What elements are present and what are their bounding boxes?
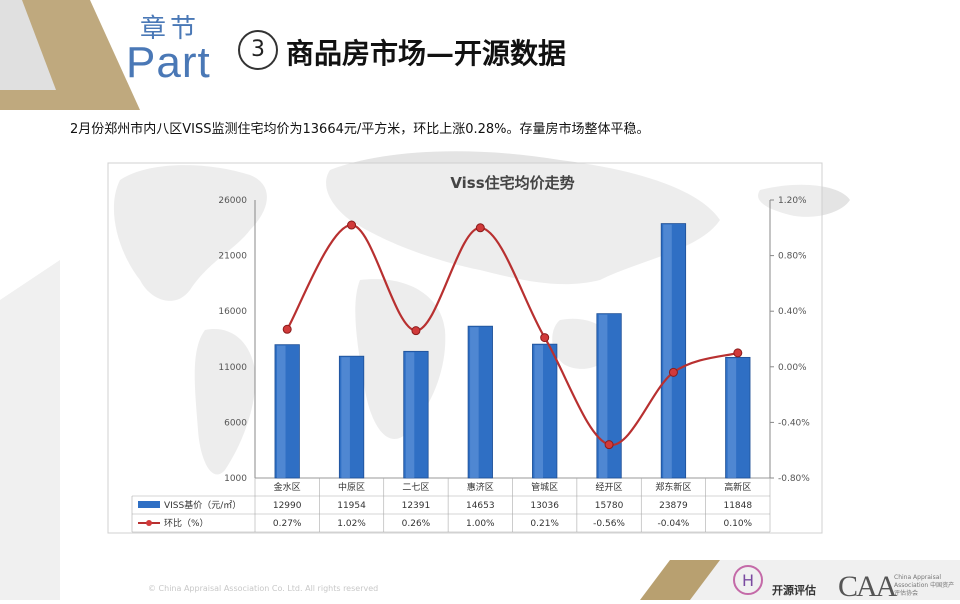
bar-data-label: 14653 — [466, 501, 495, 511]
y-left-tick-label: 26000 — [218, 196, 247, 206]
section-number-badge: 3 — [238, 30, 278, 70]
legend-line-label: 环比（%） — [164, 517, 209, 529]
kaiyuan-logo-icon: H — [733, 565, 763, 595]
y-right-tick-label: -0.40% — [778, 418, 810, 428]
line-point — [347, 220, 357, 230]
line-point — [604, 440, 614, 450]
y-right-tick-label: 0.80% — [778, 252, 807, 262]
line-point — [411, 326, 421, 336]
bar-data-label: 11848 — [723, 501, 752, 511]
x-tick-label: 经开区 — [596, 481, 623, 493]
kaiyuan-logo-text: 开源评估 — [772, 584, 816, 597]
bar-data-label: 12990 — [273, 501, 302, 511]
y-right-tick-label: 1.20% — [778, 196, 807, 206]
legend-bar-swatch — [138, 501, 160, 508]
bar-data-label: 13036 — [530, 501, 559, 511]
bar-highlight — [727, 358, 737, 478]
line-point — [733, 348, 743, 358]
svg-text:H: H — [742, 571, 754, 590]
line-point — [668, 367, 678, 377]
copyright-text: © China Appraisal Association Co. Ltd. A… — [148, 584, 379, 593]
x-tick-label: 高新区 — [724, 481, 751, 493]
line-data-label: 0.27% — [273, 519, 302, 529]
section-title: 商品房市场—开源数据 — [286, 37, 567, 70]
y-right-tick-label: 0.00% — [778, 363, 807, 373]
line-data-label: 0.10% — [724, 519, 753, 529]
bar-highlight — [276, 345, 286, 478]
bar-data-label: 23879 — [659, 501, 688, 511]
x-tick-label: 惠济区 — [467, 481, 494, 493]
line-point — [475, 223, 485, 233]
line-series-path — [286, 223, 739, 446]
line-data-label: -0.04% — [658, 519, 690, 529]
bar-highlight — [534, 345, 544, 478]
x-tick-label: 二七区 — [402, 482, 429, 493]
line-point — [282, 324, 292, 334]
chart-title: Viss住宅均价走势 — [450, 174, 574, 192]
bar-highlight — [470, 327, 479, 478]
line-data-label: -0.56% — [593, 519, 625, 529]
y-left-tick-label: 21000 — [218, 252, 247, 262]
bar-data-label: 15780 — [595, 501, 624, 511]
legend-line-marker — [146, 520, 152, 526]
bar-data-label: 11954 — [337, 501, 366, 511]
bar-highlight — [598, 314, 608, 478]
y-left-tick-label: 11000 — [218, 363, 247, 373]
header-decoration — [0, 0, 140, 110]
y-left-tick-label: 16000 — [218, 307, 247, 317]
x-tick-label: 金水区 — [274, 481, 301, 493]
bar-highlight — [405, 352, 415, 478]
y-left-tick-label: 6000 — [224, 418, 247, 428]
x-tick-label: 郑东新区 — [655, 481, 691, 493]
chapter-part-label: Part — [126, 38, 211, 87]
chart-frame — [107, 162, 823, 534]
line-data-label: 0.26% — [402, 519, 431, 529]
y-left-tick-label: 1000 — [224, 474, 247, 484]
line-data-label: 1.00% — [466, 519, 495, 529]
x-tick-label: 中原区 — [338, 481, 365, 493]
y-right-tick-label: 0.40% — [778, 307, 807, 317]
line-point — [540, 333, 550, 343]
bar-data-label: 12391 — [402, 501, 431, 511]
caa-logo-subtitle: China Appraisal Association 中国资产评估协会 — [894, 574, 955, 597]
line-data-label: 1.02% — [337, 519, 366, 529]
legend-bar-label: VISS基价（元/㎡） — [164, 499, 241, 511]
bar-highlight — [341, 357, 350, 478]
summary-text: 2月份郑州市内八区VISS监测住宅均价为13664元/平方米，环比上涨0.28%… — [70, 122, 650, 137]
line-data-label: 0.21% — [530, 519, 559, 529]
caa-logo: CAA — [838, 570, 897, 603]
y-right-tick-label: -0.80% — [778, 474, 810, 484]
world-map-background — [0, 151, 960, 600]
chapter-label: 章节 — [140, 14, 201, 44]
bar-highlight — [663, 224, 672, 478]
x-tick-label: 管城区 — [531, 481, 558, 493]
